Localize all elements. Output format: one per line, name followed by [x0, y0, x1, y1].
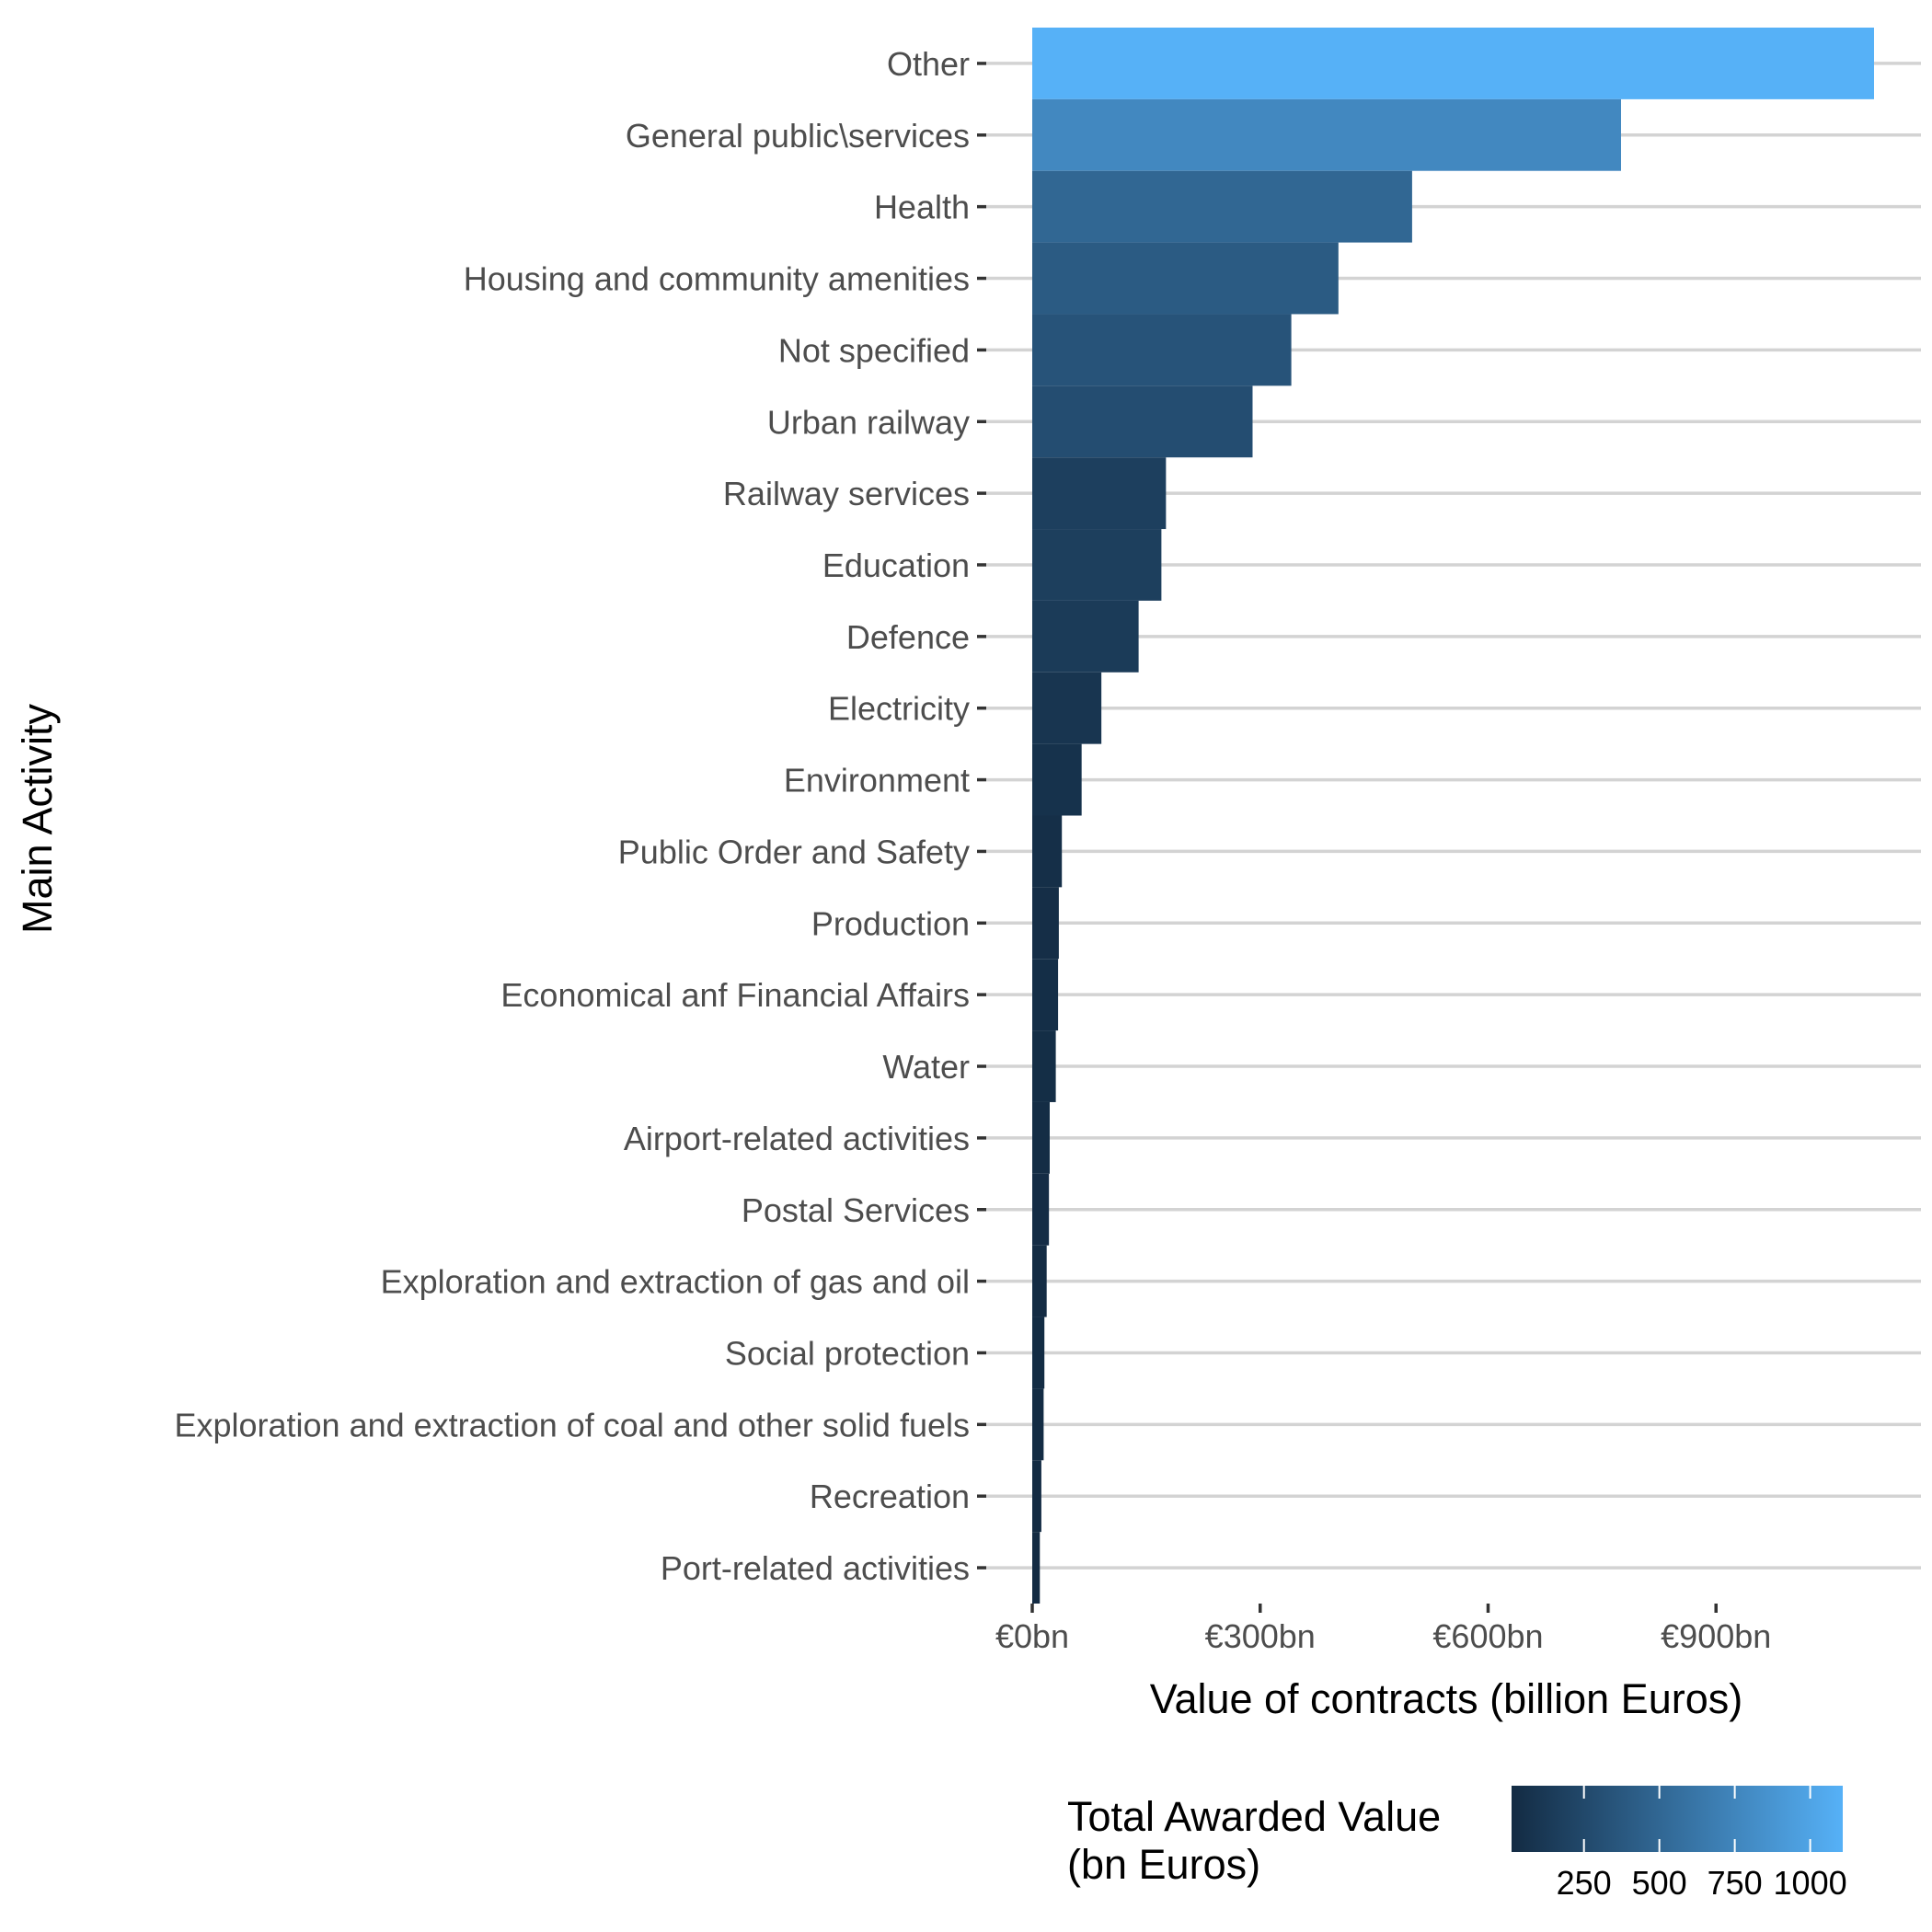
bar — [1032, 242, 1339, 315]
y-tick-label: Education — [822, 546, 970, 584]
y-tick-label: Recreation — [810, 1478, 970, 1515]
bar — [1032, 815, 1063, 888]
y-tick-label: Not specified — [778, 331, 970, 369]
bar — [1032, 1245, 1047, 1317]
bar — [1032, 600, 1139, 673]
bar — [1032, 1173, 1050, 1246]
y-tick-label: Urban railway — [767, 403, 970, 441]
bar — [1032, 385, 1253, 458]
bar — [1032, 959, 1059, 1031]
x-tick-label: €600bn — [1432, 1617, 1543, 1655]
y-tick-label: Water — [882, 1048, 970, 1086]
legend-ticks: 250 500 750 1000 — [1557, 1786, 1847, 1902]
y-tick-label: Economical anf Financial Affairs — [500, 976, 970, 1014]
bar — [1032, 1101, 1050, 1174]
bar — [1032, 529, 1162, 601]
legend-tick-label: 750 — [1708, 1864, 1763, 1902]
x-axis: €0bn €300bn €600bn €900bn — [995, 1604, 1771, 1655]
x-tick-label: €300bn — [1205, 1617, 1316, 1655]
bar — [1032, 457, 1167, 530]
x-axis-title: Value of contracts (billion Euros) — [1150, 1675, 1742, 1722]
y-tick-label: Housing and community amenities — [464, 260, 970, 298]
y-tick-label: Environment — [784, 762, 970, 799]
y-tick-label: Social protection — [725, 1334, 970, 1372]
y-tick-label: Exploration and extraction of coal and o… — [174, 1406, 970, 1443]
bar — [1032, 1460, 1041, 1533]
y-tick-label: Port-related activities — [661, 1549, 970, 1587]
y-tick-label: Health — [874, 189, 970, 226]
x-tick-label: €900bn — [1661, 1617, 1771, 1655]
bar — [1032, 672, 1102, 744]
y-tick-label: Electricity — [828, 690, 970, 728]
legend-title-line2: (bn Euros) — [1067, 1841, 1260, 1888]
bar — [1032, 887, 1059, 960]
bar — [1032, 1532, 1041, 1604]
legend-colorbar — [1512, 1786, 1843, 1852]
bar — [1032, 170, 1412, 243]
legend-tick-label: 1000 — [1774, 1864, 1847, 1902]
y-tick-label: Airport-related activities — [624, 1120, 970, 1157]
bar — [1032, 314, 1292, 386]
y-tick-label: Defence — [846, 618, 970, 656]
legend-tick-label: 250 — [1557, 1864, 1612, 1902]
y-tick-label: Production — [811, 904, 970, 942]
y-tick-label: General public\services — [626, 117, 970, 155]
bar — [1032, 1388, 1044, 1461]
legend-title-line1: Total Awarded Value — [1067, 1793, 1441, 1840]
x-tick-label: €0bn — [995, 1617, 1069, 1655]
y-tick-label: Other — [887, 45, 970, 83]
bar — [1032, 28, 1874, 99]
bars-layer — [1032, 28, 1874, 1604]
bar — [1032, 98, 1622, 171]
y-tick-label: Railway services — [723, 475, 970, 512]
y-tick-label: Postal Services — [742, 1191, 970, 1229]
y-tick-label: Public Order and Safety — [618, 833, 970, 870]
y-axis-title: Main Activity — [14, 703, 61, 934]
y-axis: Other General public\services Health Housin… — [174, 45, 986, 1587]
bar — [1032, 1030, 1056, 1102]
y-tick-label: Exploration and extraction of gas and oi… — [381, 1263, 970, 1301]
bar — [1032, 743, 1082, 816]
color-legend: Total Awarded Value (bn Euros) 250 500 750… — [1067, 1786, 1847, 1902]
bar — [1032, 1317, 1045, 1389]
legend-tick-label: 500 — [1632, 1864, 1687, 1902]
